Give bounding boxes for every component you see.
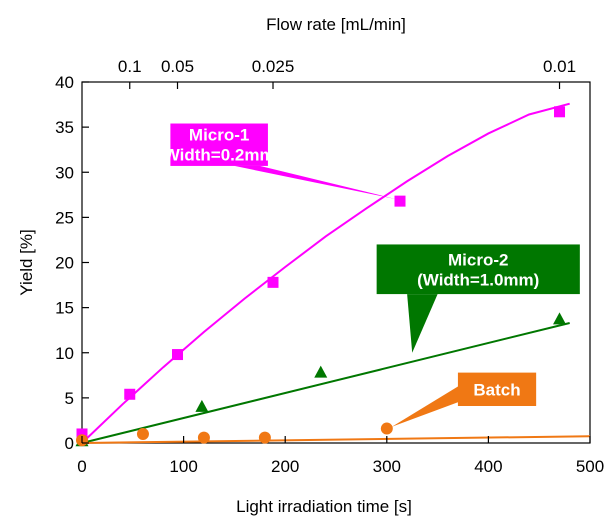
x-tick-label: 100	[169, 457, 197, 476]
callouts: Micro-1(Width=0.2mm) Micro-2(Width=1.0mm)…	[158, 123, 580, 427]
fit-lines	[81, 102, 591, 444]
axis-ticks: 0 100 200 300 400 500 0 5 10 15 20 25 30 35 40 0.1 0.05 0…	[55, 57, 604, 476]
x-tick-label: 200	[271, 457, 299, 476]
top-axis-title: Flow rate [mL/min]	[266, 15, 406, 34]
y-tick-label: 5	[65, 389, 74, 408]
x-tick-label: 500	[576, 457, 604, 476]
data-point-0	[124, 388, 136, 400]
data-point-0	[76, 428, 88, 440]
data-point-0	[267, 276, 279, 288]
y-tick-label: 0	[65, 434, 74, 453]
y-tick-label: 25	[55, 208, 74, 227]
y-tick-label: 35	[55, 118, 74, 137]
data-point-1	[314, 365, 328, 378]
callout-text: Micro-1	[189, 126, 249, 145]
callout-pointer	[234, 165, 397, 200]
y-tick-label: 20	[55, 254, 74, 273]
callout-pointer	[391, 385, 460, 427]
y-tick-label: 40	[55, 73, 74, 92]
callout-box	[376, 244, 580, 295]
x-tick-label: 400	[474, 457, 502, 476]
x-tick-label: 0	[77, 457, 86, 476]
y-tick-label: 15	[55, 299, 74, 318]
fit-line-0	[81, 102, 570, 444]
data-point-2	[380, 422, 393, 435]
top-tick-label: 0.01	[543, 57, 576, 76]
fit-line-1	[81, 321, 570, 444]
data-point-1	[553, 312, 567, 325]
y-tick-label: 10	[55, 344, 74, 363]
callout-0: Micro-1(Width=0.2mm)	[158, 123, 397, 200]
data-point-2	[197, 431, 210, 444]
callout-1: Micro-2(Width=1.0mm)	[376, 244, 580, 353]
data-point-0	[394, 195, 406, 207]
callout-box	[457, 372, 537, 406]
fit-line-2	[81, 435, 591, 444]
top-tick-label: 0.025	[252, 57, 295, 76]
callout-text: (Width=0.2mm)	[158, 146, 280, 165]
callout-pointer	[407, 294, 438, 353]
data-point-0	[554, 106, 566, 118]
callout-text: (Width=1.0mm)	[417, 270, 539, 289]
y-axis-title: Yield [%]	[17, 229, 36, 295]
callout-text: Batch	[473, 380, 520, 399]
data-point-2	[258, 431, 271, 444]
callout-text: Micro-2	[448, 250, 508, 269]
x-tick-label: 300	[373, 457, 401, 476]
y-tick-label: 30	[55, 163, 74, 182]
data-markers	[75, 106, 567, 447]
data-point-0	[172, 349, 184, 361]
x-axis-title: Light irradiation time [s]	[236, 497, 412, 516]
data-point-1	[195, 399, 209, 412]
callout-box	[170, 123, 268, 166]
data-point-2	[136, 427, 149, 440]
callout-2: Batch	[391, 372, 537, 427]
top-tick-label: 0.1	[118, 57, 142, 76]
top-tick-label: 0.05	[161, 57, 194, 76]
